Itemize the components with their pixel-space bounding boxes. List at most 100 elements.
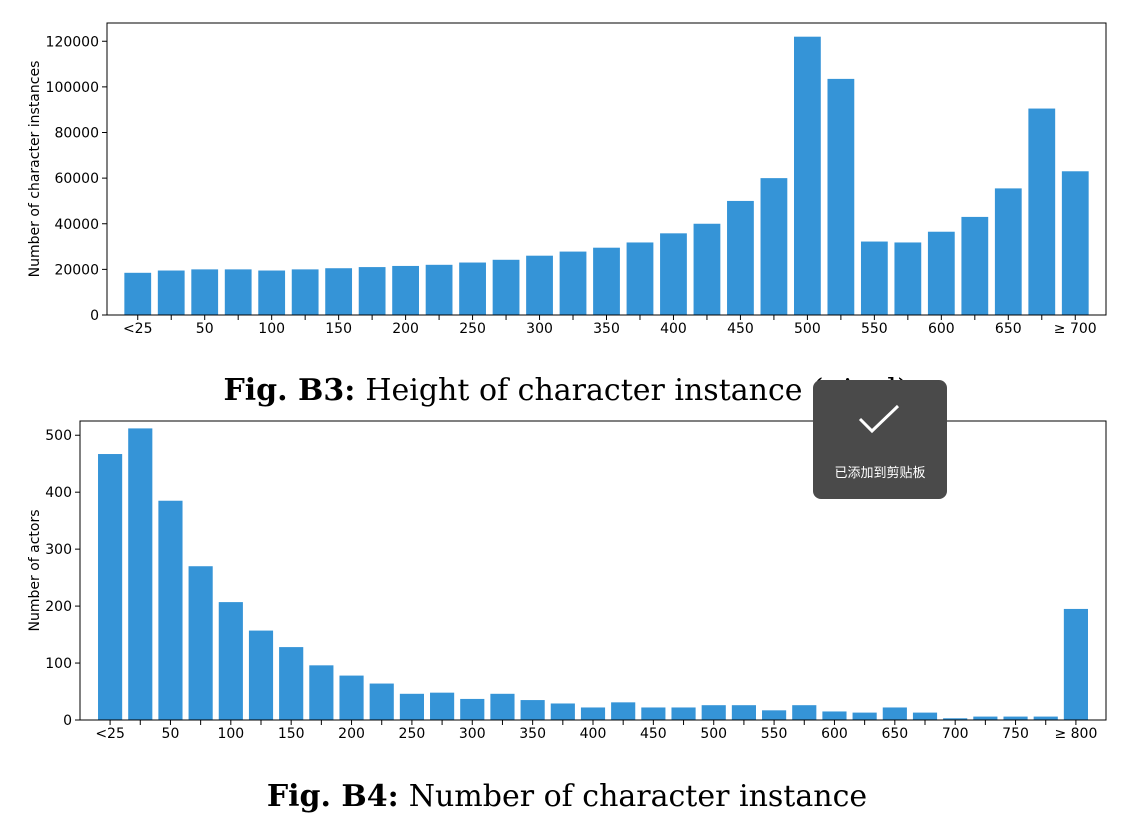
ytick-label-1-1: 100 (45, 656, 72, 672)
ytick-label-0-2: 40000 (54, 217, 99, 233)
xtick-label-1-12: 300 (459, 726, 486, 742)
bar-1-7 (309, 665, 334, 720)
xtick-label-1-28: 700 (942, 726, 969, 742)
bar-1-27 (912, 712, 938, 720)
ylabel-1: Number of actors (27, 509, 43, 631)
xtick-label-0-24: 600 (928, 321, 955, 337)
chart-b3: 0 20000 40000 60000 80000 100000 120000 <25 50 10… (27, 22, 1107, 337)
bar-1-24 (822, 711, 847, 720)
xtick-label-1-22: 550 (761, 726, 788, 742)
bar-1-30 (1003, 716, 1028, 720)
bar-1-20 (701, 705, 726, 720)
bar-0-12 (526, 255, 553, 315)
xtick-label-0-4: 100 (258, 321, 285, 337)
bar-0-20 (794, 36, 821, 315)
figure-caption-b4: Fig. B4: Number of character instance (267, 779, 867, 814)
ylabel-0: Number of character instances (27, 61, 43, 278)
checkmark-icon (858, 404, 900, 434)
bar-1-22 (762, 710, 787, 720)
xtick-label-0-16: 400 (660, 321, 687, 337)
xtick-label-1-10: 250 (399, 726, 426, 742)
bar-1-21 (731, 705, 756, 720)
bar-0-5 (291, 269, 319, 316)
ytick-label-0-1: 20000 (54, 262, 99, 278)
chart-b4: 0 100 200 300 400 500 <25 50 100 150 200 250 300 350 4… (27, 420, 1107, 742)
bar-0-18 (727, 200, 754, 315)
xtick-label-0-10: 250 (459, 321, 486, 337)
bar-0-26 (994, 188, 1022, 315)
xtick-label-1-32: ≥ 800 (1054, 726, 1097, 742)
bar-0-25 (961, 216, 989, 315)
bar-0-27 (1028, 108, 1056, 315)
xtick-label-1-18: 450 (640, 726, 667, 742)
bar-1-11 (430, 692, 455, 720)
ytick-label-1-0: 0 (63, 713, 72, 729)
bar-1-23 (792, 705, 817, 720)
xtick-label-1-26: 650 (881, 726, 908, 742)
ytick-label-1-5: 500 (45, 428, 72, 444)
xtick-label-1-14: 350 (519, 726, 546, 742)
bar-1-13 (490, 693, 515, 720)
bar-0-4 (258, 270, 286, 315)
bar-1-29 (973, 716, 998, 720)
xtick-label-1-24: 600 (821, 726, 848, 742)
bar-0-15 (626, 242, 654, 315)
bar-1-12 (460, 698, 485, 720)
xtick-label-0-0: <25 (123, 321, 153, 337)
xtick-label-0-22: 550 (861, 321, 888, 337)
bar-0-23 (894, 242, 922, 315)
caption-label-b3: Fig. B3: (223, 373, 355, 408)
xtick-label-1-2: 50 (162, 726, 180, 742)
ytick-label-0-5: 100000 (46, 80, 99, 96)
bar-1-6 (279, 647, 304, 720)
xtick-label-0-14: 350 (593, 321, 620, 337)
xtick-label-1-0: <25 (95, 726, 125, 742)
xtick-label-1-6: 150 (278, 726, 305, 742)
bar-1-8 (339, 675, 364, 720)
bar-1-18 (641, 707, 666, 720)
bar-0-6 (325, 268, 353, 315)
xtick-label-0-2: 50 (196, 321, 214, 337)
xtick-label-1-4: 100 (217, 726, 244, 742)
caption-text-b4: Number of character instance (409, 779, 867, 814)
ytick-label-1-3: 300 (45, 542, 72, 558)
bar-1-0 (98, 454, 123, 720)
ytick-label-0-4: 80000 (54, 126, 99, 142)
bar-1-2 (158, 500, 183, 720)
bar-1-4 (218, 602, 243, 720)
bar-1-1 (128, 428, 153, 720)
bar-1-3 (188, 566, 213, 720)
bar-1-9 (369, 683, 394, 720)
bar-0-17 (693, 223, 721, 315)
bar-1-19 (671, 707, 696, 720)
xtick-label-0-20: 500 (794, 321, 821, 337)
bar-0-7 (358, 267, 386, 315)
bar-0-21 (827, 78, 855, 315)
bar-1-26 (882, 707, 907, 720)
xtick-label-0-12: 300 (526, 321, 553, 337)
bar-1-28 (943, 718, 968, 720)
xtick-label-0-6: 150 (325, 321, 352, 337)
bar-0-1 (157, 270, 185, 315)
bar-1-31 (1033, 716, 1058, 720)
bar-1-5 (248, 630, 274, 720)
xtick-label-1-8: 200 (338, 726, 365, 742)
bar-1-25 (852, 712, 877, 720)
bar-0-13 (559, 251, 587, 315)
xtick-label-1-16: 400 (580, 726, 607, 742)
bar-1-14 (520, 700, 545, 720)
bar-0-2 (191, 269, 219, 316)
bar-1-15 (550, 703, 575, 720)
bar-1-10 (399, 693, 424, 720)
bar-0-24 (927, 231, 955, 315)
bar-0-10 (459, 262, 486, 315)
toast-message: 已添加到剪贴板 (834, 466, 926, 481)
ytick-label-0-3: 60000 (54, 171, 99, 187)
bar-0-11 (492, 259, 520, 315)
bar-0-28 (1061, 171, 1089, 315)
bar-0-16 (660, 233, 687, 315)
bar-1-16 (580, 707, 606, 720)
figure-caption-b3: Fig. B3: Height of character instance (pi… (223, 373, 908, 408)
bar-0-9 (425, 264, 453, 315)
